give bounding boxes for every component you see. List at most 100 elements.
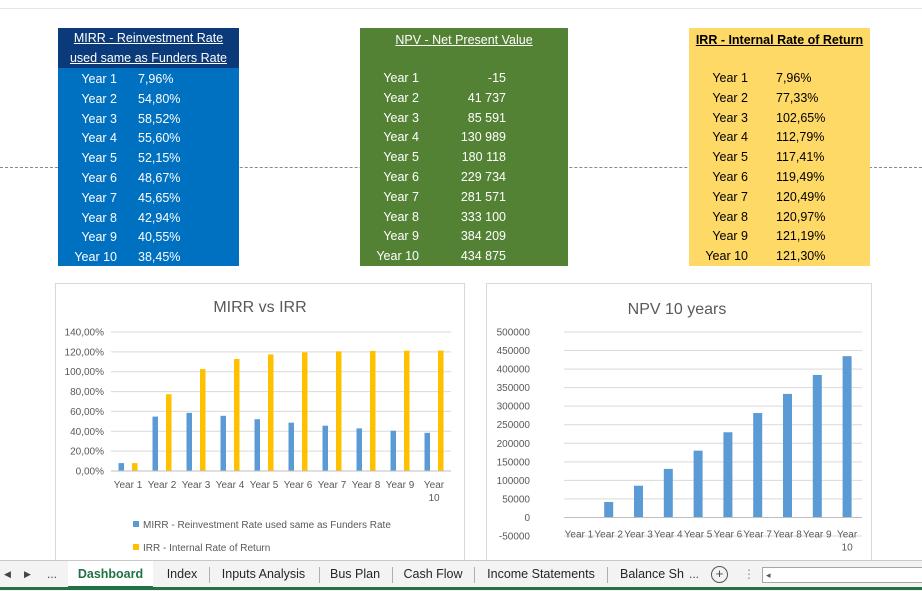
row-value: 121,30%	[776, 247, 825, 267]
row-label: Year 5	[81, 149, 117, 169]
row-label: Year 5	[712, 148, 748, 168]
row-label: Year 1	[712, 69, 748, 89]
bar-irr	[370, 351, 376, 471]
sheet-gridline	[0, 8, 922, 9]
tab-balance-sheet[interactable]: Balance Sh	[610, 561, 700, 588]
row-label: Year 6	[712, 168, 748, 188]
row-label: Year 2	[712, 89, 748, 109]
scroll-tabs-right-icon[interactable]: ▶	[24, 561, 31, 588]
bar-mirr	[323, 426, 329, 471]
tab-income-statements[interactable]: Income Statements	[477, 561, 605, 588]
row-value: 42,94%	[138, 209, 180, 229]
x-tick-label: Year 7	[743, 529, 772, 540]
row-value: 119,49%	[776, 168, 824, 188]
tab-separator	[392, 567, 393, 583]
x-tick-label: Year 2	[148, 480, 177, 491]
bar-mirr	[425, 433, 431, 471]
horizontal-scrollbar[interactable]: ◂	[762, 567, 922, 583]
row-value: 40,55%	[138, 228, 180, 248]
x-tick-label: Year 6	[284, 480, 313, 491]
scroll-left-icon[interactable]: ◂	[766, 568, 771, 582]
row-label: Year 8	[712, 208, 748, 228]
y-tick-label: 40,00%	[70, 427, 104, 438]
more-tabs-right-button[interactable]: ...	[689, 561, 699, 588]
y-tick-label: 140,00%	[65, 328, 105, 339]
bar-mirr	[187, 413, 193, 471]
table-row: Year 8 120,97%	[689, 208, 870, 228]
y-tick-label: 400000	[497, 365, 531, 376]
npv-table: NPV - Net Present Value Year 1-15 Year 2…	[360, 28, 568, 266]
tab-separator	[474, 567, 475, 583]
more-tabs-left-button[interactable]: ...	[47, 561, 57, 588]
x-tick-label: Year 1	[114, 480, 143, 491]
chart-title: MIRR vs IRR	[213, 299, 306, 316]
x-tick-label: Year 4	[654, 529, 683, 540]
tab-dashboard[interactable]: Dashboard	[68, 561, 153, 588]
row-value: 117,41%	[776, 148, 824, 168]
y-tick-label: -50000	[499, 532, 531, 543]
x-tick-label: Year 5	[250, 480, 279, 491]
x-tick-label: Year 5	[684, 529, 713, 540]
bar-irr	[200, 369, 206, 471]
scroll-tabs-left-icon[interactable]: ◀	[4, 561, 11, 588]
add-sheet-icon[interactable]: +	[711, 566, 728, 583]
row-label: Year 3	[383, 109, 419, 129]
bar-npv	[783, 394, 792, 518]
y-tick-label: 500000	[497, 328, 531, 339]
y-tick-label: 450000	[497, 346, 531, 357]
mirr-table-header: MIRR - Reinvestment Rate used same as Fu…	[58, 28, 239, 68]
irr-title: IRR - Internal Rate of Return	[696, 33, 863, 47]
row-value: 7,96%	[776, 69, 811, 89]
row-value: 85 591	[468, 109, 506, 129]
bar-mirr	[289, 423, 295, 471]
x-tick-label: Year 8	[352, 480, 381, 491]
y-tick-label: 80,00%	[70, 387, 104, 398]
tab-bus-plan[interactable]: Bus Plan	[322, 561, 388, 588]
bar-mirr	[221, 416, 227, 471]
y-tick-label: 300000	[497, 402, 531, 413]
row-value: 54,80%	[138, 90, 180, 110]
bar-irr	[302, 352, 308, 471]
x-tick-label: Year 9	[803, 529, 832, 540]
row-value: 180 118	[462, 148, 506, 168]
sheet-options-icon[interactable]: ⋮	[743, 561, 755, 588]
row-value: 434 875	[461, 247, 506, 267]
row-label: Year 3	[712, 109, 748, 129]
row-value: 281 571	[461, 188, 506, 208]
legend-label: MIRR - Reinvestment Rate used same as Fu…	[143, 520, 391, 531]
row-label: Year 10	[705, 247, 748, 267]
bar-mirr	[119, 463, 125, 471]
row-value: 120,97%	[776, 208, 825, 228]
bar-npv	[634, 486, 643, 518]
row-value: 121,19%	[776, 227, 825, 247]
chart-title: NPV 10 years	[628, 301, 727, 318]
row-label: Year 4	[712, 128, 748, 148]
row-value: 112,79%	[776, 128, 824, 148]
y-tick-label: 0,00%	[76, 467, 104, 478]
table-row: Year 3 85 591	[360, 109, 568, 129]
row-label: Year 2	[383, 89, 419, 109]
tab-inputs-analysis[interactable]: Inputs Analysis	[212, 561, 315, 588]
tab-cash-flow[interactable]: Cash Flow	[395, 561, 471, 588]
x-tick-label: Year 2	[594, 529, 623, 540]
row-label: Year 3	[81, 110, 117, 130]
bar-mirr	[357, 428, 363, 471]
tab-index[interactable]: Index	[156, 561, 208, 588]
row-value: 48,67%	[138, 169, 180, 189]
table-row: Year 1-15	[360, 69, 568, 89]
row-label: Year 10	[376, 247, 419, 267]
tab-separator	[607, 567, 608, 583]
y-tick-label: 0	[524, 513, 530, 524]
row-value: 55,60%	[138, 129, 180, 149]
row-label: Year 7	[81, 189, 117, 209]
x-tick-label: Year 8	[773, 529, 802, 540]
